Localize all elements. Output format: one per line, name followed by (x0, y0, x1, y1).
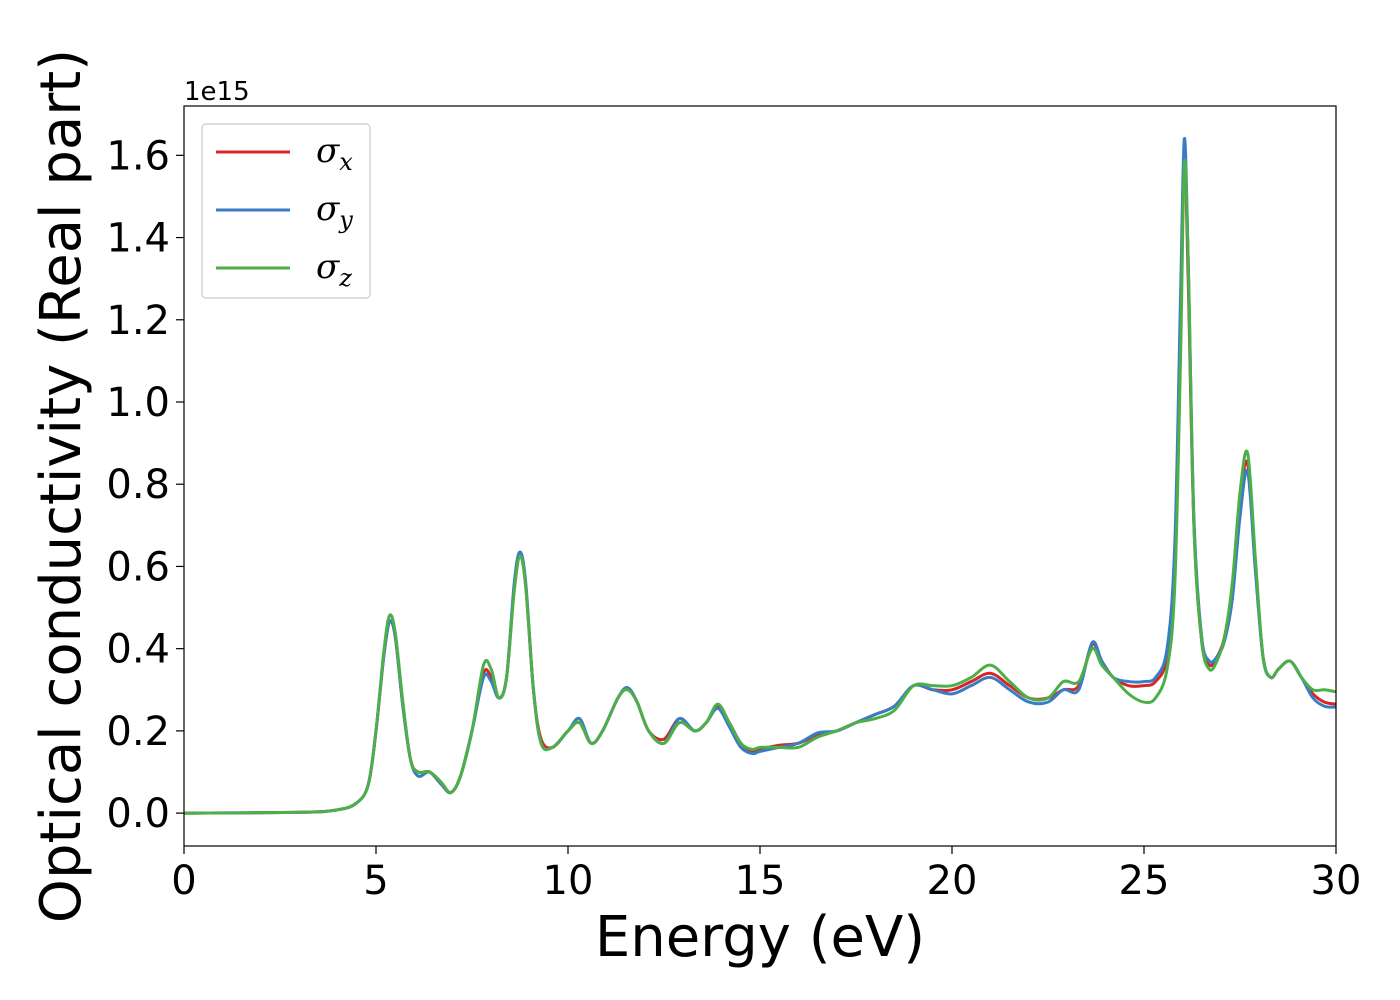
y-axis-ticks: 0.0 0.2 0.4 0.6 0.8 1.0 1.2 1.4 1.6 (106, 133, 184, 837)
x-axis-label: Energy (eV) (595, 905, 925, 970)
y-tick-label: 0.2 (106, 709, 170, 755)
y-axis-label: Optical conductivity (Real part) (29, 49, 94, 923)
x-tick-label: 5 (363, 858, 388, 904)
y-tick-label: 0.4 (106, 627, 170, 673)
x-tick-label: 15 (735, 858, 786, 904)
x-tick-label: 20 (927, 858, 978, 904)
y-tick-label: 1.2 (106, 298, 170, 344)
y-tick-label: 0.6 (106, 544, 170, 590)
series-line-3 (183, 158, 1337, 815)
legend-label-3: σz (316, 247, 352, 292)
y-tick-label: 1.6 (106, 133, 170, 179)
legend-label-2: σy (316, 189, 353, 234)
x-tick-label: 0 (171, 858, 196, 904)
y-axis-offset-label: 1e15 (184, 77, 250, 107)
y-tick-label: 0.0 (106, 791, 170, 837)
series-layer (183, 137, 1337, 815)
x-tick-label: 10 (543, 858, 594, 904)
y-tick-label: 1.0 (106, 380, 170, 426)
legend: σx σy σz (201, 123, 371, 299)
y-tick-label: 0.8 (106, 462, 170, 508)
y-tick-label: 1.4 (106, 216, 170, 262)
x-tick-label: 30 (1311, 858, 1362, 904)
x-axis-ticks: 0 5 10 15 20 25 30 (171, 846, 1361, 904)
x-tick-label: 25 (1119, 858, 1170, 904)
legend-label-1: σx (316, 131, 353, 176)
